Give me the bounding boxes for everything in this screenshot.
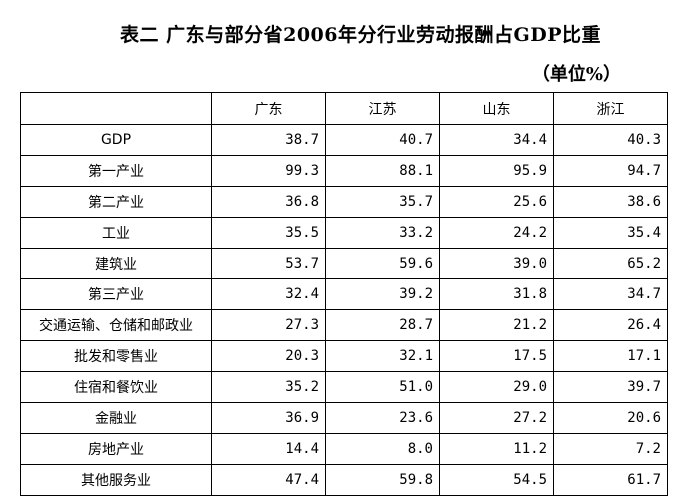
cell-value: 35.7 (325, 185, 440, 218)
row-label: 建筑业 (20, 247, 212, 280)
cell-value: 34.7 (553, 278, 668, 311)
table-row: 金融业 36.9 23.6 27.2 20.6 (20, 402, 668, 434)
cell-value: 33.2 (325, 216, 440, 249)
row-label: 批发和零售业 (20, 340, 212, 373)
header-cell-shandong: 山东 (439, 92, 554, 125)
cell-value: 25.6 (439, 185, 554, 218)
table-row: 工业 35.5 33.2 24.2 35.4 (20, 216, 668, 249)
labor-compensation-table: 广东 江苏 山东 浙江 GDP 38.7 40.7 34.4 40.3 第一产业… (20, 92, 668, 496)
cell-value: 59.6 (325, 247, 440, 280)
row-label: 其他服务业 (20, 463, 212, 496)
cell-value: 27.2 (439, 402, 554, 434)
cell-value: 35.4 (553, 216, 668, 249)
cell-value: 17.1 (553, 340, 668, 373)
cell-value: 34.4 (439, 124, 554, 156)
table-row: 批发和零售业 20.3 32.1 17.5 17.1 (20, 340, 668, 373)
cell-value: 8.0 (325, 432, 440, 465)
cell-value: 27.3 (211, 309, 326, 342)
row-label: 交通运输、仓储和邮政业 (20, 309, 212, 342)
unit-label: （单位%） (531, 64, 621, 85)
table-row: GDP 38.7 40.7 34.4 40.3 (20, 124, 668, 156)
cell-value: 32.4 (211, 278, 326, 311)
cell-value: 39.0 (439, 247, 554, 280)
row-label: 金融业 (20, 402, 212, 434)
table-row: 第一产业 99.3 88.1 95.9 94.7 (20, 154, 668, 187)
table-row: 交通运输、仓储和邮政业 27.3 28.7 21.2 26.4 (20, 309, 668, 342)
cell-value: 53.7 (211, 247, 326, 280)
cell-value: 31.8 (439, 278, 554, 311)
header-row: 广东 江苏 山东 浙江 (20, 92, 668, 125)
cell-value: 21.2 (439, 309, 554, 342)
cell-value: 40.7 (325, 124, 440, 156)
row-label: GDP (20, 124, 212, 156)
cell-value: 23.6 (325, 402, 440, 434)
cell-value: 24.2 (439, 216, 554, 249)
cell-value: 99.3 (211, 154, 326, 187)
row-label: 工业 (20, 216, 212, 249)
table-row: 第三产业 32.4 39.2 31.8 34.7 (20, 278, 668, 311)
cell-value: 38.7 (211, 124, 326, 156)
cell-value: 88.1 (325, 154, 440, 187)
cell-value: 35.5 (211, 216, 326, 249)
row-label: 住宿和餐饮业 (20, 371, 212, 404)
cell-value: 61.7 (553, 463, 668, 496)
cell-value: 51.0 (325, 371, 440, 404)
cell-value: 28.7 (325, 309, 440, 342)
row-label: 第二产业 (20, 185, 212, 218)
cell-value: 47.4 (211, 463, 326, 496)
table-row: 第二产业 36.8 35.7 25.6 38.6 (20, 185, 668, 218)
cell-value: 38.6 (553, 185, 668, 218)
header-cell-guangdong: 广东 (211, 92, 326, 125)
cell-value: 35.2 (211, 371, 326, 404)
cell-value: 14.4 (211, 432, 326, 465)
cell-value: 7.2 (553, 432, 668, 465)
cell-value: 65.2 (553, 247, 668, 280)
row-label: 第三产业 (20, 278, 212, 311)
cell-value: 59.8 (325, 463, 440, 496)
cell-value: 20.3 (211, 340, 326, 373)
cell-value: 29.0 (439, 371, 554, 404)
header-cell-zhejiang: 浙江 (553, 92, 668, 125)
cell-value: 39.2 (325, 278, 440, 311)
header-cell-jiangsu: 江苏 (325, 92, 440, 125)
table-row: 房地产业 14.4 8.0 11.2 7.2 (20, 432, 668, 465)
cell-value: 20.6 (553, 402, 668, 434)
row-label: 第一产业 (20, 154, 212, 187)
header-cell-empty (20, 92, 212, 125)
cell-value: 26.4 (553, 309, 668, 342)
cell-value: 94.7 (553, 154, 668, 187)
cell-value: 17.5 (439, 340, 554, 373)
row-label: 房地产业 (20, 432, 212, 465)
cell-value: 11.2 (439, 432, 554, 465)
cell-value: 39.7 (553, 371, 668, 404)
cell-value: 40.3 (553, 124, 668, 156)
table-row: 住宿和餐饮业 35.2 51.0 29.0 39.7 (20, 371, 668, 404)
cell-value: 32.1 (325, 340, 440, 373)
cell-value: 36.9 (211, 402, 326, 434)
cell-value: 95.9 (439, 154, 554, 187)
table-title: 表二 广东与部分省2006年分行业劳动报酬占GDP比重 (120, 24, 601, 46)
cell-value: 36.8 (211, 185, 326, 218)
table-row: 建筑业 53.7 59.6 39.0 65.2 (20, 247, 668, 280)
cell-value: 54.5 (439, 463, 554, 496)
table-row: 其他服务业 47.4 59.8 54.5 61.7 (20, 463, 668, 496)
